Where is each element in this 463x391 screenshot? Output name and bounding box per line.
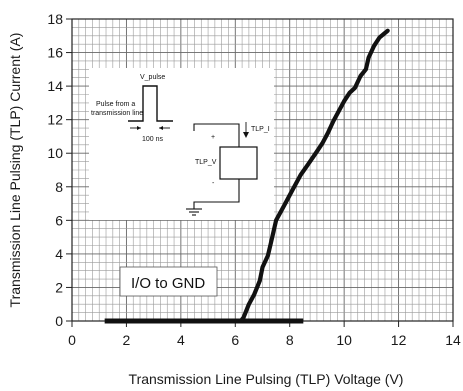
x-tick-label: 12	[391, 332, 407, 348]
dut-box	[219, 146, 258, 180]
x-tick-label: 14	[445, 332, 461, 348]
y-tick-label: 8	[55, 179, 63, 195]
series-label: I/O to GND	[131, 275, 205, 292]
duration-arrowhead-left	[137, 126, 141, 130]
series-curve	[238, 28, 390, 324]
y-tick-label: 0	[55, 313, 63, 329]
series-label-box: I/O to GND	[119, 266, 218, 297]
pulse-source-label-2: transmission line	[91, 110, 143, 117]
y-tick-label: 16	[47, 45, 63, 61]
circuit-bottom-wire	[193, 179, 240, 209]
x-axis-title: Transmission Line Pulsing (TLP) Voltage …	[129, 371, 404, 387]
circuit-top-wire	[193, 123, 240, 147]
x-tick-labels: 0 2 4 6 8 10 12 14	[68, 321, 461, 348]
pulse-source-label-1: Pulse from a	[96, 101, 135, 108]
voltage-label: TLP_V	[195, 159, 217, 166]
duration-arrowhead-right	[159, 126, 163, 130]
inset-background	[89, 68, 274, 220]
current-label: TLP_I	[251, 126, 270, 133]
data-series	[104, 28, 390, 324]
y-tick-label: 12	[47, 112, 63, 128]
x-tick-label: 8	[286, 332, 294, 348]
y-axis-title: Transmission Line Pulsing (TLP) Current …	[7, 33, 23, 308]
x-tick-label: 6	[231, 332, 239, 348]
plus-sign: +	[211, 134, 215, 141]
duration-label: 100 ns	[142, 136, 164, 143]
x-tick-label: 4	[177, 332, 185, 348]
y-tick-label: 18	[47, 11, 63, 27]
minus-sign: -	[212, 180, 215, 187]
x-tick-label: 2	[123, 332, 131, 348]
x-tick-label: 10	[336, 332, 352, 348]
y-tick-label: 6	[55, 212, 63, 228]
y-tick-label: 4	[55, 246, 63, 262]
tlp-inset-schematic: V_pulse Pulse from a transmission line 1…	[89, 68, 274, 220]
y-tick-label: 2	[55, 279, 63, 295]
current-arrowhead	[243, 132, 249, 138]
y-tick-label: 10	[47, 145, 63, 161]
pulse-label: V_pulse	[140, 74, 165, 81]
x-tick-label: 0	[68, 332, 76, 348]
series-label-background	[119, 266, 218, 297]
y-tick-label: 14	[47, 78, 63, 94]
pulse-waveform	[128, 85, 173, 122]
y-tick-labels: 0 2 4 6 8 10 12 14 16 18	[47, 11, 72, 329]
